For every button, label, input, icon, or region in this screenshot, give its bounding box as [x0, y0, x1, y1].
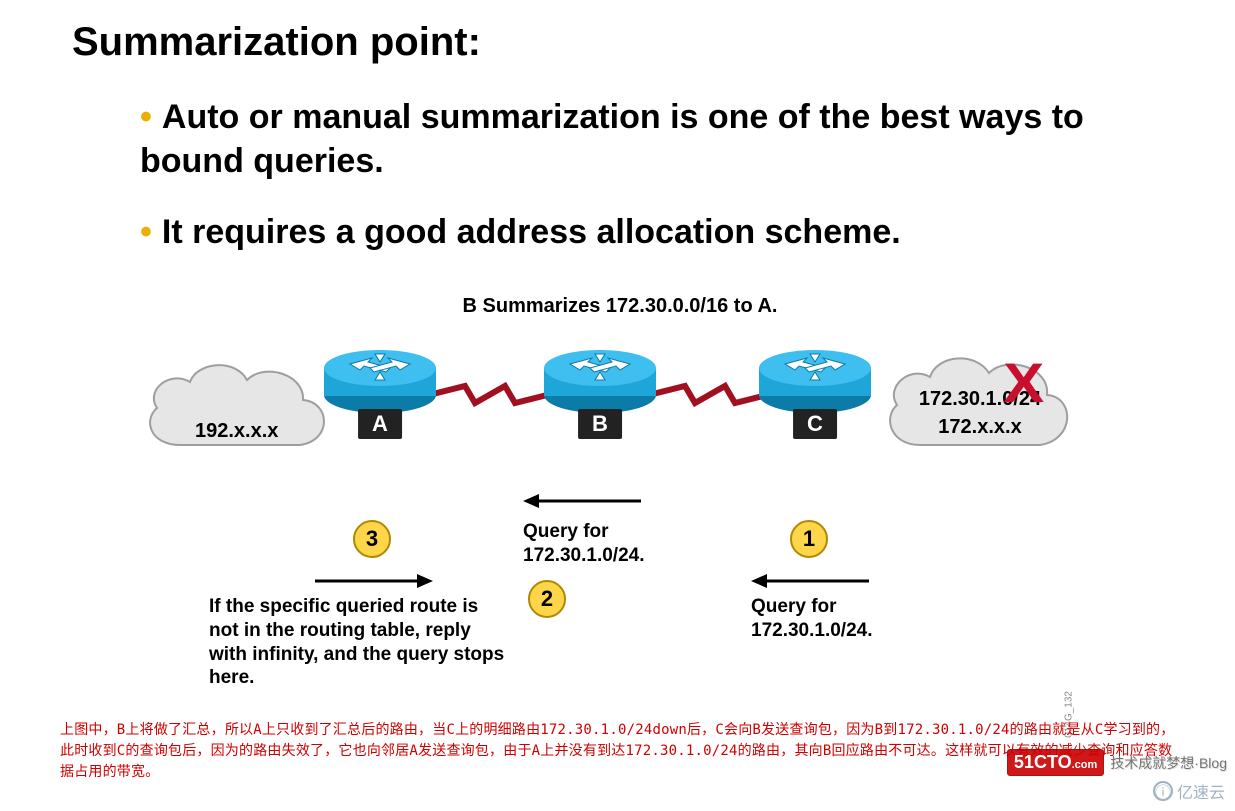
router-a: A [320, 340, 440, 435]
step-1-text: Query for 172.30.1.0/24. [751, 595, 951, 643]
cloud-icon [135, 350, 335, 470]
step-3-text: If the specific queried route is not in … [209, 595, 509, 690]
router-icon [540, 340, 660, 415]
bullet-dot: • [140, 213, 152, 251]
bullet-2: • It requires a good address allocation s… [140, 210, 1180, 254]
router-a-label: A [358, 409, 402, 439]
failed-route-x-icon: X [1003, 350, 1044, 415]
router-c-label: C [793, 409, 837, 439]
cloud-right-line2: 172.x.x.x [938, 416, 1021, 438]
router-icon [755, 340, 875, 415]
step-badge-1: 1 [790, 520, 828, 558]
watermark-yisu-icon: ⓘ [1153, 781, 1173, 801]
watermark-yisu: ⓘ 亿速云 [1153, 779, 1225, 803]
watermark-51cto: 51CTO.com 技术成就梦想·Blog [1007, 749, 1227, 776]
step-2-text: Query for 172.30.1.0/24. [523, 520, 723, 568]
arrow-left-icon [751, 570, 871, 592]
router-b: B [540, 340, 660, 435]
arrow-right-icon [313, 570, 433, 592]
step-badge-3: 3 [353, 520, 391, 558]
bullet-dot: • [140, 98, 152, 136]
cloud-right: 172.30.1.0/24 172.x.x.x [875, 345, 1075, 465]
bullet-1: •Auto or manual summarization is one of … [140, 95, 1100, 183]
arrow-left-icon [523, 490, 643, 512]
watermark-51cto-sub: 技术成就梦想·Blog [1110, 753, 1227, 773]
link-a-b [425, 381, 555, 416]
summary-label: B Summarizes 172.30.0.0/16 to A. [463, 295, 778, 318]
step-badge-2: 2 [528, 580, 566, 618]
cloud-left: 192.x.x.x [135, 350, 335, 470]
cloud-left-label: 192.x.x.x [195, 420, 278, 443]
router-b-label: B [578, 409, 622, 439]
watermark-51cto-logo: 51CTO.com [1007, 749, 1104, 776]
router-c: C [755, 340, 875, 435]
router-icon [320, 340, 440, 415]
page-title: Summarization point: [72, 20, 481, 65]
bullet-1-text: Auto or manual summarization is one of t… [140, 98, 1084, 180]
network-diagram: B Summarizes 172.30.0.0/16 to A. 192.x.x… [135, 295, 1105, 695]
watermark-yisu-text: 亿速云 [1177, 779, 1225, 803]
bullet-2-text: It requires a good address allocation sc… [162, 213, 901, 251]
